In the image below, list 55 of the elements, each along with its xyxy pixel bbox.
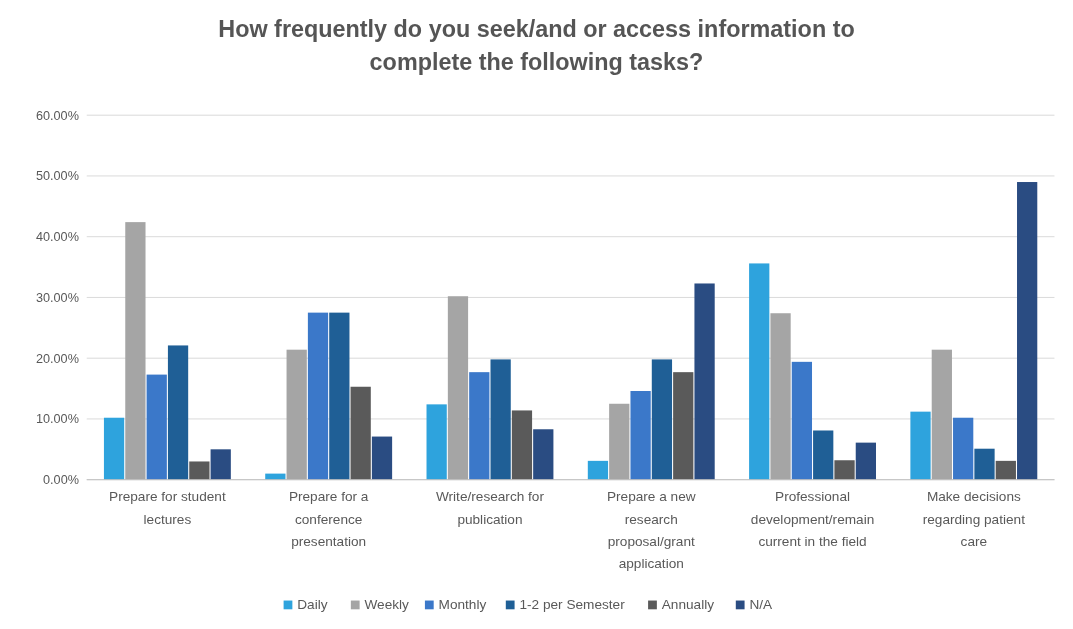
- bar: [125, 222, 146, 480]
- bar: [995, 460, 1016, 480]
- bar: [791, 361, 813, 480]
- x-tick-label: Make decisions regarding patient care: [922, 489, 1026, 549]
- bar: [189, 461, 210, 480]
- bar: [426, 404, 447, 480]
- bar: [447, 296, 469, 480]
- bar: [511, 410, 533, 480]
- y-tick-label: 40.00%: [36, 230, 79, 245]
- bar: [533, 429, 554, 480]
- y-tick-label: 0.00%: [43, 473, 79, 488]
- legend-label: Daily: [297, 597, 328, 613]
- bar: [490, 359, 511, 480]
- bar: [210, 449, 231, 480]
- bar: [651, 359, 673, 480]
- bar: [910, 411, 931, 480]
- bar: [953, 417, 974, 480]
- bar: [749, 263, 770, 480]
- legend-label: Annually: [661, 597, 715, 613]
- bar: [587, 460, 609, 480]
- y-tick-label: 30.00%: [36, 290, 79, 305]
- x-tick-label: Professional development/remain current in the field: [750, 489, 875, 549]
- bar: [286, 349, 307, 480]
- legend-label: Weekly: [364, 597, 410, 613]
- legend-label: 1-2 per Semester: [519, 597, 626, 613]
- bar: [469, 372, 490, 480]
- bar: [813, 430, 834, 480]
- y-tick-label: 50.00%: [36, 169, 79, 184]
- x-tick-label: Write/research for publication: [435, 489, 545, 527]
- bar: [1017, 182, 1038, 480]
- bar: [350, 386, 371, 480]
- bar: [103, 417, 125, 480]
- bar: [307, 312, 329, 480]
- chart-title: How frequently do you seek/and or access information to complete the following tasks?: [218, 16, 855, 76]
- x-tick-label: Prepare for student lectures: [109, 489, 226, 527]
- legend-label: N/A: [749, 597, 774, 613]
- bar: [167, 345, 189, 480]
- legend-label: Monthly: [438, 597, 487, 613]
- x-tick-label: Prepare a new research proposal/grant application: [606, 489, 696, 572]
- bar: [931, 349, 952, 480]
- bar: [855, 442, 876, 480]
- bar: [146, 374, 167, 480]
- bar: [630, 391, 651, 480]
- bar: [609, 403, 630, 480]
- bar: [673, 372, 694, 480]
- bar: [329, 312, 350, 480]
- y-tick-label: 10.00%: [36, 412, 79, 427]
- bar: [834, 460, 855, 480]
- bar: [694, 283, 715, 480]
- bar: [371, 436, 393, 480]
- bar: [770, 313, 791, 480]
- x-tick-label: Prepare for a conference presentation: [288, 489, 369, 549]
- y-tick-label: 20.00%: [36, 351, 79, 366]
- bar: [974, 448, 995, 480]
- y-tick-label: 60.00%: [36, 108, 79, 123]
